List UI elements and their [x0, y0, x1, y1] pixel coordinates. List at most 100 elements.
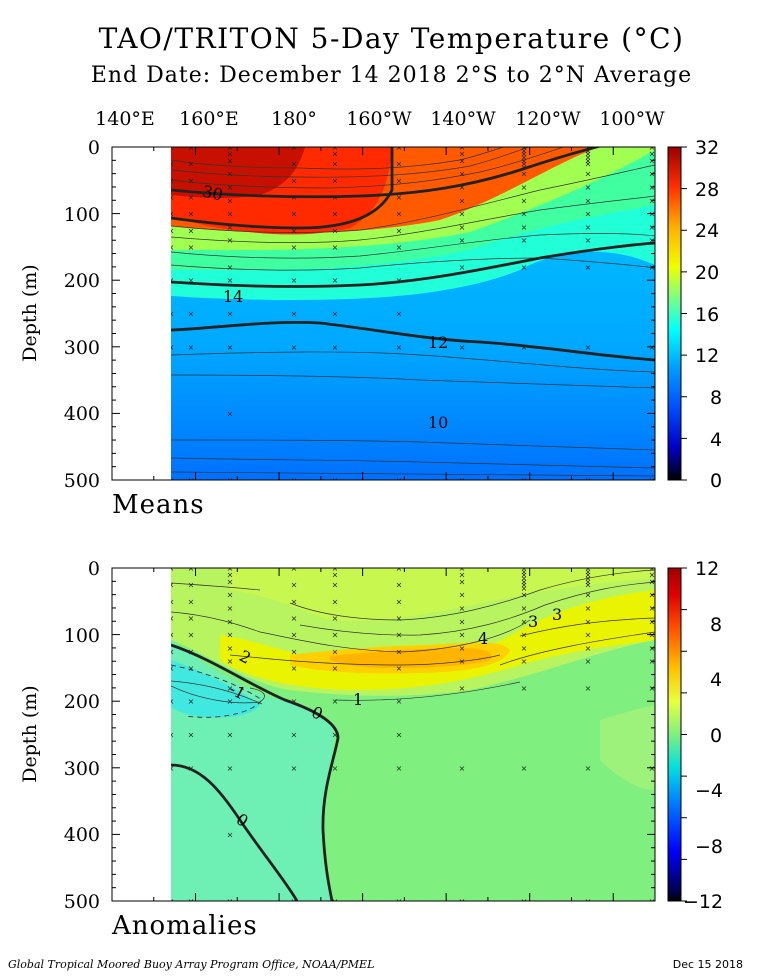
buoy-sensor-marker: ×: [227, 310, 234, 319]
buoy-sensor-marker: ×: [168, 581, 175, 590]
buoy-sensor-marker: ×: [168, 764, 175, 773]
buoy-sensor-marker: ×: [227, 196, 234, 205]
buoy-sensor-marker: ×: [521, 160, 528, 169]
buoy-sensor-marker: ×: [459, 183, 466, 192]
buoy-sensor-marker: ×: [227, 263, 234, 272]
y-tick-label: 500: [64, 891, 100, 913]
buoy-sensor-marker: ×: [521, 764, 528, 773]
buoy-sensor-marker: ×: [396, 664, 403, 673]
buoy-sensor-marker: ×: [521, 657, 528, 666]
buoy-sensor-marker: ×: [521, 170, 528, 179]
colorbar-tick-label: −4: [695, 780, 723, 802]
means-contour-label-14: 14: [223, 287, 243, 306]
buoy-sensor-marker: ×: [168, 176, 175, 185]
buoy-sensor-marker: ×: [188, 310, 195, 319]
buoy-sensor-marker: ×: [168, 143, 175, 152]
buoy-sensor-marker: ×: [396, 143, 403, 152]
buoy-sensor-marker: ×: [332, 564, 339, 573]
colorbar-tick-label: 0: [710, 725, 722, 747]
x-tick-label: 160°E: [179, 108, 239, 130]
buoy-sensor-marker: ×: [521, 146, 528, 155]
means-panel-label: Means: [112, 490, 205, 520]
buoy-sensor-marker: ×: [168, 564, 175, 573]
buoy-sensor-marker: ×: [521, 684, 528, 693]
buoy-sensor-marker: ×: [227, 657, 234, 666]
y-tick-label: 100: [64, 204, 100, 226]
buoy-sensor-marker: ×: [291, 243, 298, 252]
buoy-sensor-marker: ×: [521, 644, 528, 653]
buoy-sensor-marker: ×: [396, 614, 403, 623]
buoy-sensor-marker: ×: [227, 631, 234, 640]
buoy-sensor-marker: ×: [188, 243, 195, 252]
buoy-sensor-marker: ×: [227, 617, 234, 626]
buoy-sensor-marker: ×: [168, 614, 175, 623]
buoy-sensor-marker: ×: [459, 577, 466, 586]
buoy-sensor-marker: ×: [585, 567, 592, 576]
buoy-sensor-marker: ×: [649, 143, 656, 152]
buoy-sensor-marker: ×: [459, 150, 466, 159]
buoy-sensor-marker: ×: [396, 697, 403, 706]
anomalies-panel-label: Anomalies: [111, 911, 258, 941]
buoy-sensor-marker: ×: [188, 614, 195, 623]
y-tick-label: 200: [64, 270, 100, 292]
buoy-sensor-marker: ×: [227, 170, 234, 179]
buoy-sensor-marker: ×: [585, 236, 592, 245]
buoy-sensor-marker: ×: [188, 697, 195, 706]
buoy-sensor-marker: ×: [332, 731, 339, 740]
buoy-sensor-marker: ×: [188, 476, 195, 485]
buoy-sensor-marker: ×: [168, 343, 175, 352]
buoy-sensor-marker: ×: [649, 897, 656, 906]
buoy-sensor-marker: ×: [585, 210, 592, 219]
buoy-sensor-marker: ×: [585, 604, 592, 613]
buoy-sensor-marker: ×: [585, 183, 592, 192]
buoy-sensor-marker: ×: [521, 564, 528, 573]
buoy-sensor-marker: ×: [459, 631, 466, 640]
buoy-sensor-marker: ×: [291, 143, 298, 152]
buoy-sensor-marker: ×: [168, 226, 175, 235]
buoy-sensor-marker: ×: [396, 210, 403, 219]
means-y-axis: 0 100 200 300 400 500 Depth (m): [19, 137, 100, 492]
buoy-sensor-marker: ×: [332, 631, 339, 640]
buoy-sensor-marker: ×: [585, 684, 592, 693]
buoy-sensor-marker: ×: [188, 664, 195, 673]
buoy-sensor-marker: ×: [585, 591, 592, 600]
y-tick-label: 0: [88, 558, 100, 580]
buoy-sensor-marker: ×: [396, 731, 403, 740]
buoy-sensor-marker: ×: [188, 343, 195, 352]
buoy-sensor-marker: ×: [396, 226, 403, 235]
buoy-sensor-marker: ×: [291, 176, 298, 185]
y-tick-label: 200: [64, 691, 100, 713]
footer-date: Dec 15 2018: [672, 958, 743, 971]
buoy-sensor-marker: ×: [459, 476, 466, 485]
buoy-sensor-marker: ×: [188, 597, 195, 606]
x-tick-label: 120°W: [515, 108, 581, 130]
buoy-sensor-marker: ×: [291, 476, 298, 485]
means-contour-label-10: 10: [428, 413, 448, 432]
buoy-sensor-marker: ×: [291, 897, 298, 906]
buoy-sensor-marker: ×: [168, 243, 175, 252]
buoy-sensor-marker: ×: [227, 564, 234, 573]
buoy-sensor-marker: ×: [332, 476, 339, 485]
buoy-sensor-marker: ×: [227, 183, 234, 192]
buoy-sensor-marker: ×: [227, 343, 234, 352]
buoy-sensor-marker: ×: [521, 263, 528, 272]
buoy-sensor-marker: ×: [585, 644, 592, 653]
buoy-sensor-marker: ×: [291, 631, 298, 640]
buoy-sensor-marker: ×: [291, 160, 298, 169]
buoy-sensor-marker: ×: [227, 697, 234, 706]
means-contour-label-30: 30: [201, 182, 225, 205]
buoy-sensor-marker: ×: [521, 210, 528, 219]
buoy-sensor-marker: ×: [521, 567, 528, 576]
buoy-sensor-marker: ×: [585, 577, 592, 586]
buoy-sensor-marker: ×: [332, 664, 339, 673]
buoy-sensor-marker: ×: [521, 584, 528, 593]
anomalies-contour-label-3: 3: [552, 605, 562, 624]
buoy-sensor-marker: ×: [168, 731, 175, 740]
buoy-sensor-marker: ×: [332, 597, 339, 606]
means-contours: [171, 147, 655, 477]
buoy-sensor-marker: ×: [396, 310, 403, 319]
buoy-sensor-marker: ×: [227, 897, 234, 906]
buoy-sensor-marker: ×: [585, 897, 592, 906]
buoy-sensor-marker: ×: [291, 697, 298, 706]
x-tick-label: 140°W: [430, 108, 496, 130]
